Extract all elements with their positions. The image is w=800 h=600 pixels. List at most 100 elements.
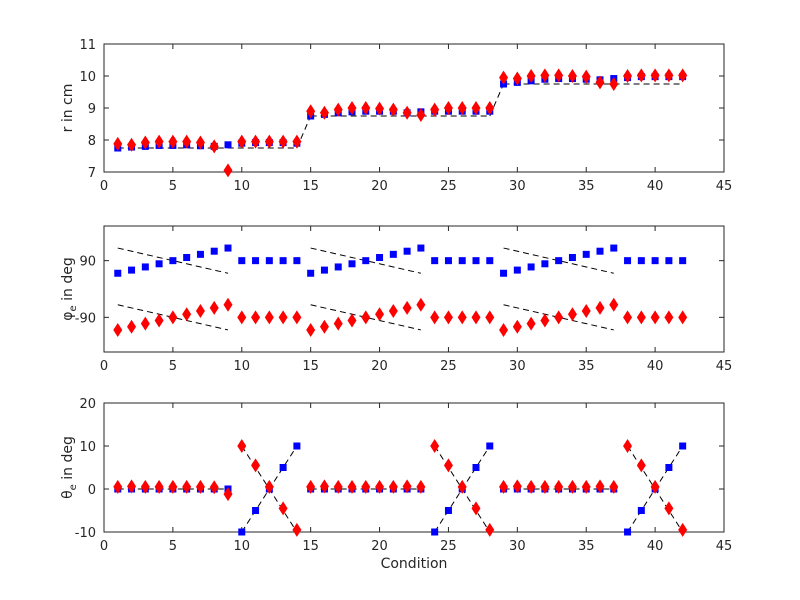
- phi-blue-square-point: [458, 257, 466, 265]
- theta-red-diamond-point: [375, 479, 385, 494]
- theta-red-diamond-point: [512, 479, 522, 494]
- theta-red-diamond-point: [182, 479, 192, 494]
- r-x-tick-label: 35: [578, 179, 595, 194]
- phi-red-diamond-point: [430, 310, 440, 325]
- theta-blue-square-point: [252, 507, 260, 514]
- theta-red-diamond-point: [526, 479, 536, 494]
- phi-red-diamond-point: [567, 307, 577, 322]
- theta-blue-square-point: [486, 442, 494, 450]
- phi-reference-line: [503, 304, 614, 331]
- theta-red-diamond-point: [319, 479, 329, 494]
- phi-red-diamond-point: [375, 307, 385, 322]
- phi-red-diamond-point: [554, 310, 564, 325]
- phi-blue-square-point: [651, 257, 659, 265]
- phi-x-tick-label: 20: [371, 359, 388, 374]
- theta-red-diamond-point: [209, 480, 219, 495]
- theta-red-diamond-point: [113, 479, 123, 494]
- theta-red-diamond-point: [664, 501, 674, 516]
- phi-red-diamond-point: [333, 316, 343, 331]
- theta-blue-square-point: [238, 528, 246, 536]
- theta-blue-square-point: [472, 464, 480, 471]
- theta-red-diamond-point: [457, 479, 467, 494]
- r-red-diamond-point: [609, 77, 619, 91]
- r-red-diamond-point: [361, 101, 371, 115]
- phi-red-diamond-point: [540, 313, 550, 328]
- phi-blue-square-point: [114, 269, 122, 277]
- phi-blue-square-point: [624, 257, 632, 265]
- r-red-diamond-point: [388, 102, 398, 117]
- phi-red-diamond-point: [195, 304, 205, 319]
- phi-blue-square-point: [279, 257, 287, 265]
- phi-reference-line: [117, 304, 229, 331]
- phi-red-diamond-point: [443, 310, 453, 325]
- phi-red-diamond-point: [636, 310, 646, 325]
- phi-red-diamond-point: [471, 310, 481, 325]
- phi-blue-square-point: [527, 263, 535, 271]
- theta-red-diamond-point: [540, 479, 550, 494]
- theta-red-diamond-point: [402, 479, 412, 494]
- theta-red-diamond-point: [609, 479, 619, 494]
- theta-x-tick-label: 45: [716, 539, 733, 554]
- r-y-tick-label: 11: [79, 38, 96, 53]
- theta-axes-box: [103, 402, 725, 533]
- r-y-tick-label: 7: [88, 166, 96, 181]
- phi-blue-square-point: [128, 266, 136, 274]
- r-red-diamond-point: [430, 102, 440, 117]
- phi-blue-square-point: [637, 257, 645, 265]
- phi-red-diamond-point: [361, 310, 371, 325]
- theta-x-tick-label: 10: [234, 539, 251, 554]
- theta-red-diamond-point: [154, 479, 164, 494]
- phi-red-diamond-point: [264, 310, 274, 325]
- r-red-diamond-point: [306, 104, 316, 119]
- r-red-diamond-point: [664, 68, 674, 83]
- r-x-tick-label: 20: [371, 179, 388, 194]
- phi-y-tick-label: 90: [79, 255, 96, 270]
- r-red-diamond-point: [375, 101, 385, 116]
- phi-x-tick-label: 35: [578, 359, 595, 374]
- theta-x-tick-label: 15: [302, 539, 319, 554]
- phi-blue-square-point: [403, 247, 411, 255]
- phi-red-diamond-point: [623, 310, 633, 325]
- r-red-diamond-point: [457, 101, 467, 115]
- theta-red-diamond-point: [678, 522, 688, 537]
- theta-blue-square-point: [665, 464, 673, 471]
- phi-blue-square-point: [320, 266, 328, 274]
- r-red-diamond-point: [512, 71, 522, 86]
- phi-red-diamond-point: [319, 319, 329, 334]
- r-red-diamond-point: [623, 69, 633, 83]
- theta-panel: 0 5 10 15 20 25 30 35 40 45 -10 0 10 20 θe in deg Condi…: [60, 397, 732, 572]
- r-x-tick-label: 10: [234, 179, 251, 194]
- theta-x-tick-label: 35: [578, 539, 595, 554]
- phi-red-diamond-point: [526, 316, 536, 331]
- phi-y-tick-label: -90: [75, 311, 96, 326]
- theta-red-diamond-point: [264, 479, 274, 494]
- phi-x-tick-label: 40: [647, 359, 664, 374]
- phi-red-diamond-point: [113, 322, 123, 337]
- phi-blue-square-point: [362, 257, 370, 265]
- theta-red-diamond-point: [554, 479, 564, 494]
- phi-blue-square-point: [141, 263, 149, 271]
- r-red-diamond-point: [416, 108, 426, 123]
- theta-blue-square-point: [431, 528, 439, 536]
- theta-red-diamond-point: [195, 479, 205, 494]
- theta-red-diamond-point: [278, 501, 288, 516]
- r-red-diamond-point: [251, 134, 261, 149]
- r-red-diamond-point: [471, 101, 481, 115]
- theta-red-diamond-point: [388, 479, 398, 494]
- r-red-diamond-point: [499, 70, 509, 85]
- r-red-diamond-point: [140, 135, 150, 150]
- r-x-tick-label: 15: [302, 179, 319, 194]
- r-y-tick-label: 8: [88, 134, 96, 149]
- theta-red-diamond-point: [567, 479, 577, 494]
- theta-red-diamond-point: [416, 479, 426, 494]
- phi-red-diamond-point: [388, 304, 398, 319]
- theta-y-tick-label: 20: [79, 397, 96, 412]
- theta-red-diamond-point: [237, 439, 247, 453]
- phi-blue-square-point: [486, 257, 494, 265]
- phi-red-diamond-point: [402, 300, 412, 315]
- r-red-diamond-point: [595, 75, 605, 90]
- r-red-diamond-point: [154, 134, 164, 149]
- theta-blue-square-point: [679, 442, 687, 450]
- r-red-diamond-point: [581, 69, 591, 84]
